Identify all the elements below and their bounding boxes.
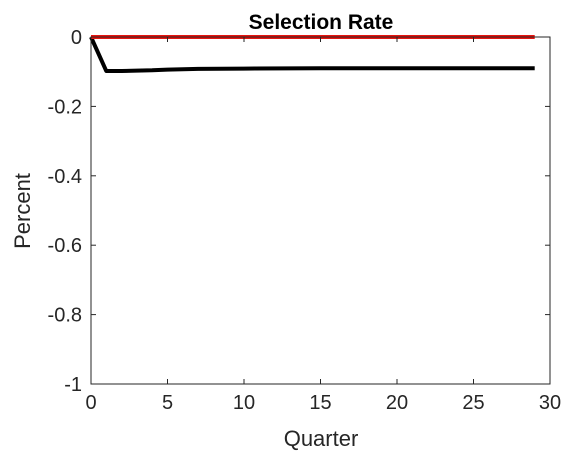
series-line-2 <box>89 36 535 74</box>
y-tick-label: -0.4 <box>48 166 82 188</box>
x-tick-label: 20 <box>386 392 408 414</box>
y-axis-label: Percent <box>10 173 35 249</box>
x-tick-label: 15 <box>309 392 331 414</box>
x-tick-label: 0 <box>85 392 96 414</box>
x-tick-label: 25 <box>462 392 484 414</box>
y-tick-label: -1 <box>64 374 82 396</box>
y-axis: 0 -0.2 -0.4 -0.6 -0.8 -1 <box>48 27 550 396</box>
x-tick-label: 5 <box>162 392 173 414</box>
y-tick-label: -0.2 <box>48 96 82 118</box>
y-tick-label: -0.6 <box>48 235 82 257</box>
x-tick-label: 10 <box>233 392 255 414</box>
x-axis-label: Quarter <box>284 426 359 451</box>
x-tick-label: 30 <box>539 392 561 414</box>
y-tick-label: -0.8 <box>48 305 82 327</box>
chart-title: Selection Rate <box>249 11 394 34</box>
x-axis: 0 5 10 15 20 25 30 <box>85 37 561 414</box>
y-tick-label: 0 <box>71 27 82 49</box>
